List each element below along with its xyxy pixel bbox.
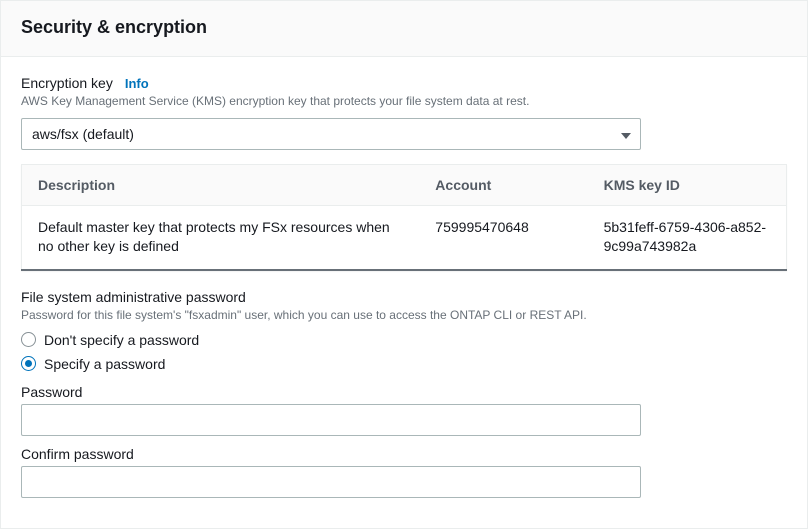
radio-icon <box>21 332 36 347</box>
cell-account: 759995470648 <box>419 205 587 270</box>
password-label: Password <box>21 384 787 400</box>
panel-header: Security & encryption <box>1 1 807 57</box>
radio-specify[interactable]: Specify a password <box>21 356 787 372</box>
confirm-password-label: Confirm password <box>21 446 787 462</box>
kms-table-row: Default master key that protects my FSx … <box>22 205 787 270</box>
encryption-key-select-wrap: aws/fsx (default) <box>21 118 641 150</box>
encryption-key-label: Encryption key <box>21 75 113 91</box>
cell-kms-key-id: 5b31feff-6759-4306-a852-9c99a743982a <box>588 205 787 270</box>
encryption-key-select[interactable]: aws/fsx (default) <box>21 118 641 150</box>
cell-description: Default master key that protects my FSx … <box>22 205 420 270</box>
password-input[interactable] <box>21 404 641 436</box>
admin-password-help: Password for this file system's "fsxadmi… <box>21 307 787 324</box>
confirm-password-input[interactable] <box>21 466 641 498</box>
kms-table-header-row: Description Account KMS key ID <box>22 164 787 205</box>
encryption-key-label-row: Encryption key Info <box>21 75 787 91</box>
radio-dont-specify[interactable]: Don't specify a password <box>21 332 787 348</box>
radio-label-specify: Specify a password <box>44 356 165 372</box>
radio-icon <box>21 356 36 371</box>
panel-body: Encryption key Info AWS Key Management S… <box>1 57 807 528</box>
info-link[interactable]: Info <box>125 76 149 91</box>
encryption-key-select-value: aws/fsx (default) <box>32 126 134 142</box>
admin-password-label: File system administrative password <box>21 289 787 305</box>
radio-label-dont-specify: Don't specify a password <box>44 332 199 348</box>
kms-key-table: Description Account KMS key ID Default m… <box>21 164 787 271</box>
col-header-kms-key-id: KMS key ID <box>588 164 787 205</box>
col-header-account: Account <box>419 164 587 205</box>
admin-password-radio-group: Don't specify a password Specify a passw… <box>21 332 787 372</box>
encryption-key-help: AWS Key Management Service (KMS) encrypt… <box>21 93 787 110</box>
col-header-description: Description <box>22 164 420 205</box>
security-encryption-panel: Security & encryption Encryption key Inf… <box>0 0 808 529</box>
panel-title: Security & encryption <box>21 17 787 38</box>
